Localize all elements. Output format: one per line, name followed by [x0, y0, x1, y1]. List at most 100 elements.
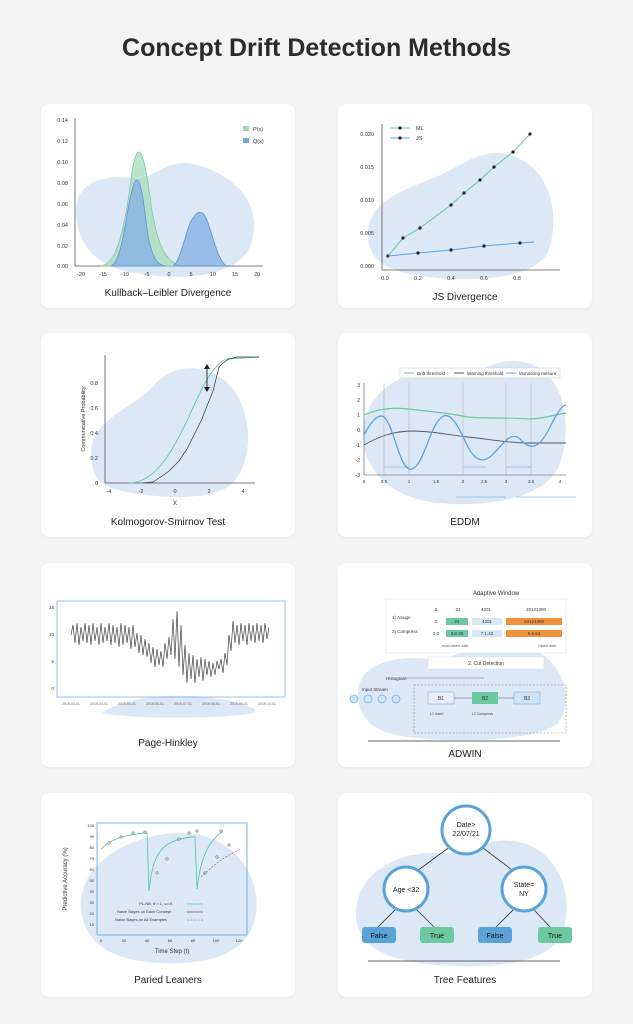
- legend-nb-each: Naive Bayes on Each Concept: [117, 909, 172, 914]
- row1-cell: 2: [435, 607, 438, 612]
- y-tick: 15: [49, 605, 55, 610]
- y-tick: 1: [357, 413, 360, 419]
- y-tick: -3: [356, 473, 361, 479]
- row3-cell: 6.6.63: [528, 631, 541, 636]
- compress-label: L2 Compress: [472, 712, 493, 716]
- row1-cell: 21: [455, 607, 461, 612]
- x-tick: -4: [107, 489, 112, 495]
- y-tick: 50: [90, 878, 95, 883]
- y-tick: 0.6: [90, 406, 98, 412]
- x-tick: 5: [189, 272, 192, 278]
- x-tick: 20: [122, 938, 127, 943]
- ks-test-chart: Communicative Probability 0.8 0.6 0.4 0.…: [81, 355, 260, 507]
- card-caption: JS Divergence: [432, 292, 498, 303]
- paired-learners-chart: Predictive Accuracy (%) 100 90 80 70 60 …: [63, 822, 257, 964]
- y-tick: 0.015: [360, 165, 374, 171]
- background-blob: [363, 360, 566, 505]
- leaf-false: False: [486, 933, 503, 940]
- x-tick: 1: [408, 479, 411, 484]
- leaf-true: True: [548, 933, 562, 940]
- card-caption: Tree Features: [433, 975, 497, 986]
- row3-cell: 7.1.43: [481, 631, 494, 636]
- x-tick: 0: [100, 938, 103, 943]
- y-tick: 0.06: [57, 202, 68, 208]
- y-tick: 0.4: [90, 431, 98, 437]
- insert-label: L1 Insert: [430, 712, 444, 716]
- x-tick: 0.5: [381, 479, 388, 484]
- x-tick: -2: [139, 489, 144, 495]
- x-tick: 0.8: [513, 276, 521, 282]
- y-tick: 0.10: [57, 160, 68, 166]
- background-blob: [101, 695, 256, 718]
- x-tick: 0.6: [480, 276, 488, 282]
- y-tick: 40: [90, 889, 95, 894]
- bucket-b3: B3: [524, 696, 530, 702]
- most-recent-label: most recent data: [442, 644, 468, 648]
- ks-test-card: Communicative Probability 0.8 0.6 0.4 0.…: [41, 333, 295, 537]
- y-tick: 60: [90, 867, 95, 872]
- page-hinkley-card: 15 10 5 0 2019-03-01 2019-04-01 2019-05-…: [41, 563, 295, 767]
- x-tick: 0: [167, 272, 170, 278]
- adwin-diagram: Adaptive Window 1) Assign 2) Compress 2 …: [349, 591, 567, 742]
- js-series: [387, 241, 535, 257]
- x-tick: 0: [173, 489, 176, 495]
- y-tick: 2: [357, 398, 360, 404]
- x-tick: 2019-07-01: [174, 702, 192, 706]
- y-tick: 0.020: [360, 132, 374, 138]
- x-tick: 2019-06-01: [146, 702, 164, 706]
- x-tick: -20: [77, 272, 85, 278]
- oldest-label: Oldest data: [538, 644, 556, 648]
- y-tick: 0.2: [90, 456, 98, 462]
- y-tick: 0.02: [57, 244, 68, 250]
- legend-p: P(x): [253, 127, 263, 133]
- bucket-b1: B1: [438, 696, 444, 702]
- y-tick: 70: [90, 856, 95, 861]
- js-divergence-chart: 0.020 0.015 0.010 0.005 0.000 0.0 0.2 0.…: [360, 124, 560, 282]
- y-tick: 0: [95, 481, 98, 487]
- x-tick: 4: [241, 489, 244, 495]
- y-tick: -2: [356, 458, 361, 464]
- x-axis-label: X: [173, 501, 177, 507]
- legend-drift: Drift threshold: [417, 371, 446, 376]
- x-tick: -10: [121, 272, 129, 278]
- row2-cell: 4201: [482, 619, 493, 624]
- x-tick: 4: [559, 479, 562, 484]
- x-tick: 20: [254, 272, 260, 278]
- legend-q-swatch: [243, 138, 249, 143]
- q-distribution: [110, 179, 167, 267]
- row2-cell: 20121300: [524, 619, 545, 624]
- drift-threshold-line: [363, 407, 567, 420]
- eddm-chart: Drift threshold Warning threshold Monito…: [356, 360, 576, 505]
- y-tick: 0.8: [90, 381, 98, 387]
- card-caption: ADWIN: [448, 749, 482, 760]
- y-tick: 20: [90, 911, 95, 916]
- y-tick: 5: [51, 659, 54, 664]
- background-blob: [81, 833, 257, 964]
- y-axis-label: Communicative Probability: [81, 386, 87, 451]
- tree-features-card: Date> 22/07/21 Age <32 State= NY False T…: [338, 793, 592, 997]
- input-stream-label: Input Stream: [362, 687, 388, 692]
- eddm-card: Drift threshold Warning threshold Monito…: [338, 333, 592, 537]
- x-tick: 60: [168, 938, 173, 943]
- bucket-b2: B2: [482, 696, 488, 702]
- legend-p-swatch: [243, 126, 249, 131]
- row3-cell: 2.0: [433, 631, 440, 636]
- x-tick: 1.5: [433, 479, 440, 484]
- x-tick: 10: [210, 272, 216, 278]
- y-tick: 100: [87, 823, 94, 828]
- x-tick: 2: [462, 479, 465, 484]
- x-tick: 2019-05-01: [118, 702, 136, 706]
- legend-ml: ML: [416, 126, 424, 132]
- y-tick: 10: [90, 922, 95, 927]
- row1-cell: 4201: [481, 607, 492, 612]
- x-tick: 2019-03-01: [62, 702, 80, 706]
- time-series: [70, 610, 270, 684]
- x-tick: 0.0: [381, 276, 389, 282]
- legend-q: Q(x): [253, 139, 264, 145]
- ecdf-reference: [130, 356, 260, 484]
- q-distribution-right: [172, 212, 228, 267]
- tree-diagram: Date> 22/07/21 Age <32 State= NY False T…: [356, 804, 572, 967]
- y-tick: 0.000: [360, 264, 374, 270]
- x-tick: -15: [99, 272, 107, 278]
- leaf-true: True: [430, 933, 444, 940]
